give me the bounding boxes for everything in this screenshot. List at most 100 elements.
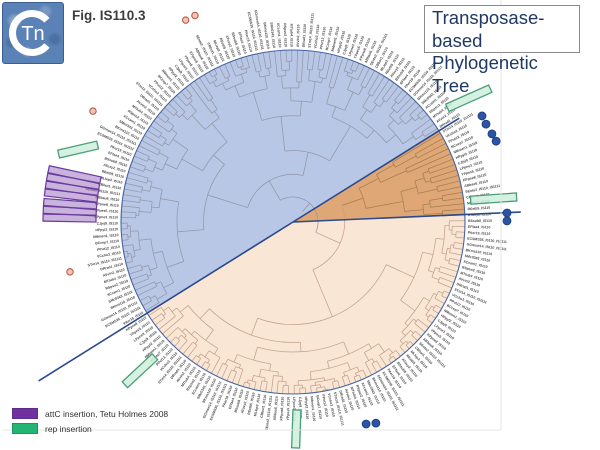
svg-text:AVvin2_IS110: AVvin2_IS110 <box>344 388 355 411</box>
svg-text:DRrad1_IS110: DRrad1_IS110 <box>302 24 307 48</box>
svg-text:CJjej9_IS110: CJjej9_IS110 <box>342 34 352 56</box>
rep-insertion-marker <box>444 84 493 113</box>
rep-insertion-marker <box>56 140 100 159</box>
svg-text:CBbot1_IS110: CBbot1_IS110 <box>98 182 122 190</box>
svg-text:HPpyl2_IS110: HPpyl2_IS110 <box>304 396 310 419</box>
svg-text:MTtub4_IS110: MTtub4_IS110 <box>289 24 293 47</box>
outer-circle-marker <box>66 268 74 276</box>
legend-row-attc: attC insertion, Tetu Holmes 2008 <box>12 406 168 421</box>
svg-text:MTtub4_IS110: MTtub4_IS110 <box>460 271 484 282</box>
svg-text:GGmsw14_IS110_IS1111: GGmsw14_IS110_IS1111 <box>253 9 264 50</box>
svg-text:CJjej9_IS110: CJjej9_IS110 <box>97 221 118 225</box>
blue-dot-marker <box>361 419 371 429</box>
svg-text:EFfae4_IS110: EFfae4_IS110 <box>237 32 247 55</box>
svg-text:YPpes5_IS110: YPpes5_IS110 <box>286 397 291 421</box>
svg-text:XCcam1_IS110: XCcam1_IS110 <box>463 260 488 269</box>
svg-text:KPpne8_IS110: KPpne8_IS110 <box>463 173 487 183</box>
branches <box>121 50 465 394</box>
attc-insertion-marker <box>42 197 98 211</box>
svg-text:AToxy2_IS110: AToxy2_IS110 <box>225 35 236 58</box>
legend-row-rep: rep insertion <box>12 421 168 436</box>
svg-text:BSsub8_IS110: BSsub8_IS110 <box>468 219 492 223</box>
svg-text:PAer19_IS110: PAer19_IS110 <box>222 385 234 408</box>
svg-text:SEnte2_IS110_IS1111: SEnte2_IS110_IS1111 <box>465 184 500 194</box>
svg-text:YPpes5_IS110: YPpes5_IS110 <box>95 208 119 213</box>
rep-insertion-marker <box>121 352 159 389</box>
blue-dot-marker <box>502 216 512 226</box>
outer-circle-marker <box>191 11 199 20</box>
svg-text:RSpso2_IS110: RSpso2_IS110 <box>462 265 486 275</box>
svg-text:VCcho3_IS110: VCcho3_IS110 <box>97 251 121 259</box>
rep-insertion-marker <box>290 409 302 449</box>
svg-text:AVvin2_IS110: AVvin2_IS110 <box>458 277 481 288</box>
svg-text:EFfae4_IS110: EFfae4_IS110 <box>228 387 239 410</box>
outer-circle-marker <box>89 107 97 115</box>
svg-text:PPut12_IS110: PPut12_IS110 <box>97 245 120 252</box>
attc-insertion-marker <box>47 165 102 185</box>
svg-text:CJjej9_IS110: CJjej9_IS110 <box>457 155 478 166</box>
legend: attC insertion, Tetu Holmes 2008 rep ins… <box>12 406 168 436</box>
blue-dot-marker <box>487 129 497 139</box>
svg-text:SEnte2_IS110_IS1111: SEnte2_IS110_IS1111 <box>85 187 120 197</box>
svg-text:MTtub4_IS110: MTtub4_IS110 <box>349 386 361 409</box>
svg-text:XCcam1_IS110: XCcam1_IS110 <box>276 23 282 48</box>
title-line-2: Phylogenetic Tree <box>432 52 538 96</box>
svg-text:PPut12_IS110: PPut12_IS110 <box>321 394 329 417</box>
clade-boundary-1 <box>292 117 460 223</box>
svg-text:LPpne3_IS110: LPpne3_IS110 <box>292 397 296 421</box>
svg-text:MTtub4_IS110: MTtub4_IS110 <box>103 273 127 284</box>
legend-label-rep: rep insertion <box>45 423 92 434</box>
blue-dot-marker <box>481 119 491 129</box>
svg-text:LPpne3_IS110: LPpne3_IS110 <box>459 160 483 171</box>
svg-text:ABbau6_IS110: ABbau6_IS110 <box>273 396 279 420</box>
svg-text:BKms110_IS110: BKms110_IS110 <box>263 22 271 49</box>
attc-insertion-swatch <box>12 408 38 419</box>
svg-text:BSsub8_IS110: BSsub8_IS110 <box>231 32 242 56</box>
svg-text:SMc0343_IS110: SMc0343_IS110 <box>269 22 276 48</box>
svg-text:HPpyl2_IS110: HPpyl2_IS110 <box>95 227 118 232</box>
svg-text:YPpes5_IS110: YPpes5_IS110 <box>461 166 485 176</box>
blue-dot-marker <box>502 208 512 218</box>
rep-insertion-marker <box>469 192 518 205</box>
svg-text:DRrad1_IS110: DRrad1_IS110 <box>100 262 124 271</box>
blue-dot-marker <box>371 418 381 428</box>
svg-text:REetli5_IS110: REetli5_IS110 <box>467 206 490 212</box>
svg-text:NMmen1_IS110: NMmen1_IS110 <box>331 26 341 52</box>
svg-text:BCcep7_IS110: BCcep7_IS110 <box>95 239 119 246</box>
outer-circle-marker <box>181 16 190 24</box>
svg-text:BKms110_IS110: BKms110_IS110 <box>465 248 492 256</box>
svg-text:ABbau6_IS110: ABbau6_IS110 <box>95 195 119 202</box>
blue-dot-marker <box>491 136 501 146</box>
svg-text:CJjej9_IS110: CJjej9_IS110 <box>298 397 303 418</box>
svg-text:MLlep3_IS110: MLlep3_IS110 <box>253 393 261 416</box>
svg-text:BCcep7_IS110: BCcep7_IS110 <box>315 395 322 419</box>
svg-text:REetli5_IS110: REetli5_IS110 <box>247 392 256 415</box>
sector-clade-dark-orange <box>293 130 465 222</box>
svg-text:SEnte2_IS110_IS1111: SEnte2_IS110_IS1111 <box>265 395 273 431</box>
svg-text:PAer19_IS110: PAer19_IS110 <box>244 30 253 53</box>
title-line-1: Transposase-based <box>432 7 545 51</box>
svg-text:RSpso2_IS110: RSpso2_IS110 <box>105 279 129 291</box>
blue-dot-marker <box>477 111 487 121</box>
svg-text:HPpyl2_IS110: HPpyl2_IS110 <box>336 30 346 53</box>
svg-text:LPpne3_IS110: LPpne3_IS110 <box>94 215 118 220</box>
svg-text:VCcho3_IS110: VCcho3_IS110 <box>327 393 336 417</box>
svg-text:CBbot1_IS110: CBbot1_IS110 <box>260 394 268 418</box>
legend-label-attc: attC insertion, Tetu Holmes 2008 <box>45 408 169 419</box>
svg-text:AToxy2_IS110: AToxy2_IS110 <box>103 163 126 174</box>
svg-text:ABbau6_IS110: ABbau6_IS110 <box>464 179 488 188</box>
rep-insertion-swatch <box>12 423 38 434</box>
svg-text:EFfae4_IS110: EFfae4_IS110 <box>108 151 130 163</box>
svg-text:GGmsw14_IS110_IS1111: GGmsw14_IS110_IS1111 <box>466 242 507 251</box>
figure-label: Fig. IS110.3 <box>72 8 146 23</box>
svg-text:PAer19_IS110: PAer19_IS110 <box>468 231 491 236</box>
svg-text:REetli5_IS110: REetli5_IS110 <box>101 169 124 179</box>
svg-text:LPpne3_IS110: LPpne3_IS110 <box>348 33 359 57</box>
sector-clade-peach <box>147 214 465 394</box>
clade-boundary-2 <box>292 211 521 223</box>
logo-text: Tn <box>21 23 44 45</box>
svg-text:NMmen1_IS110: NMmen1_IS110 <box>310 396 317 422</box>
svg-text:KPpne8_IS110: KPpne8_IS110 <box>95 202 119 208</box>
svg-text:STm14_IS110_IS1111: STm14_IS110_IS1111 <box>308 13 315 48</box>
